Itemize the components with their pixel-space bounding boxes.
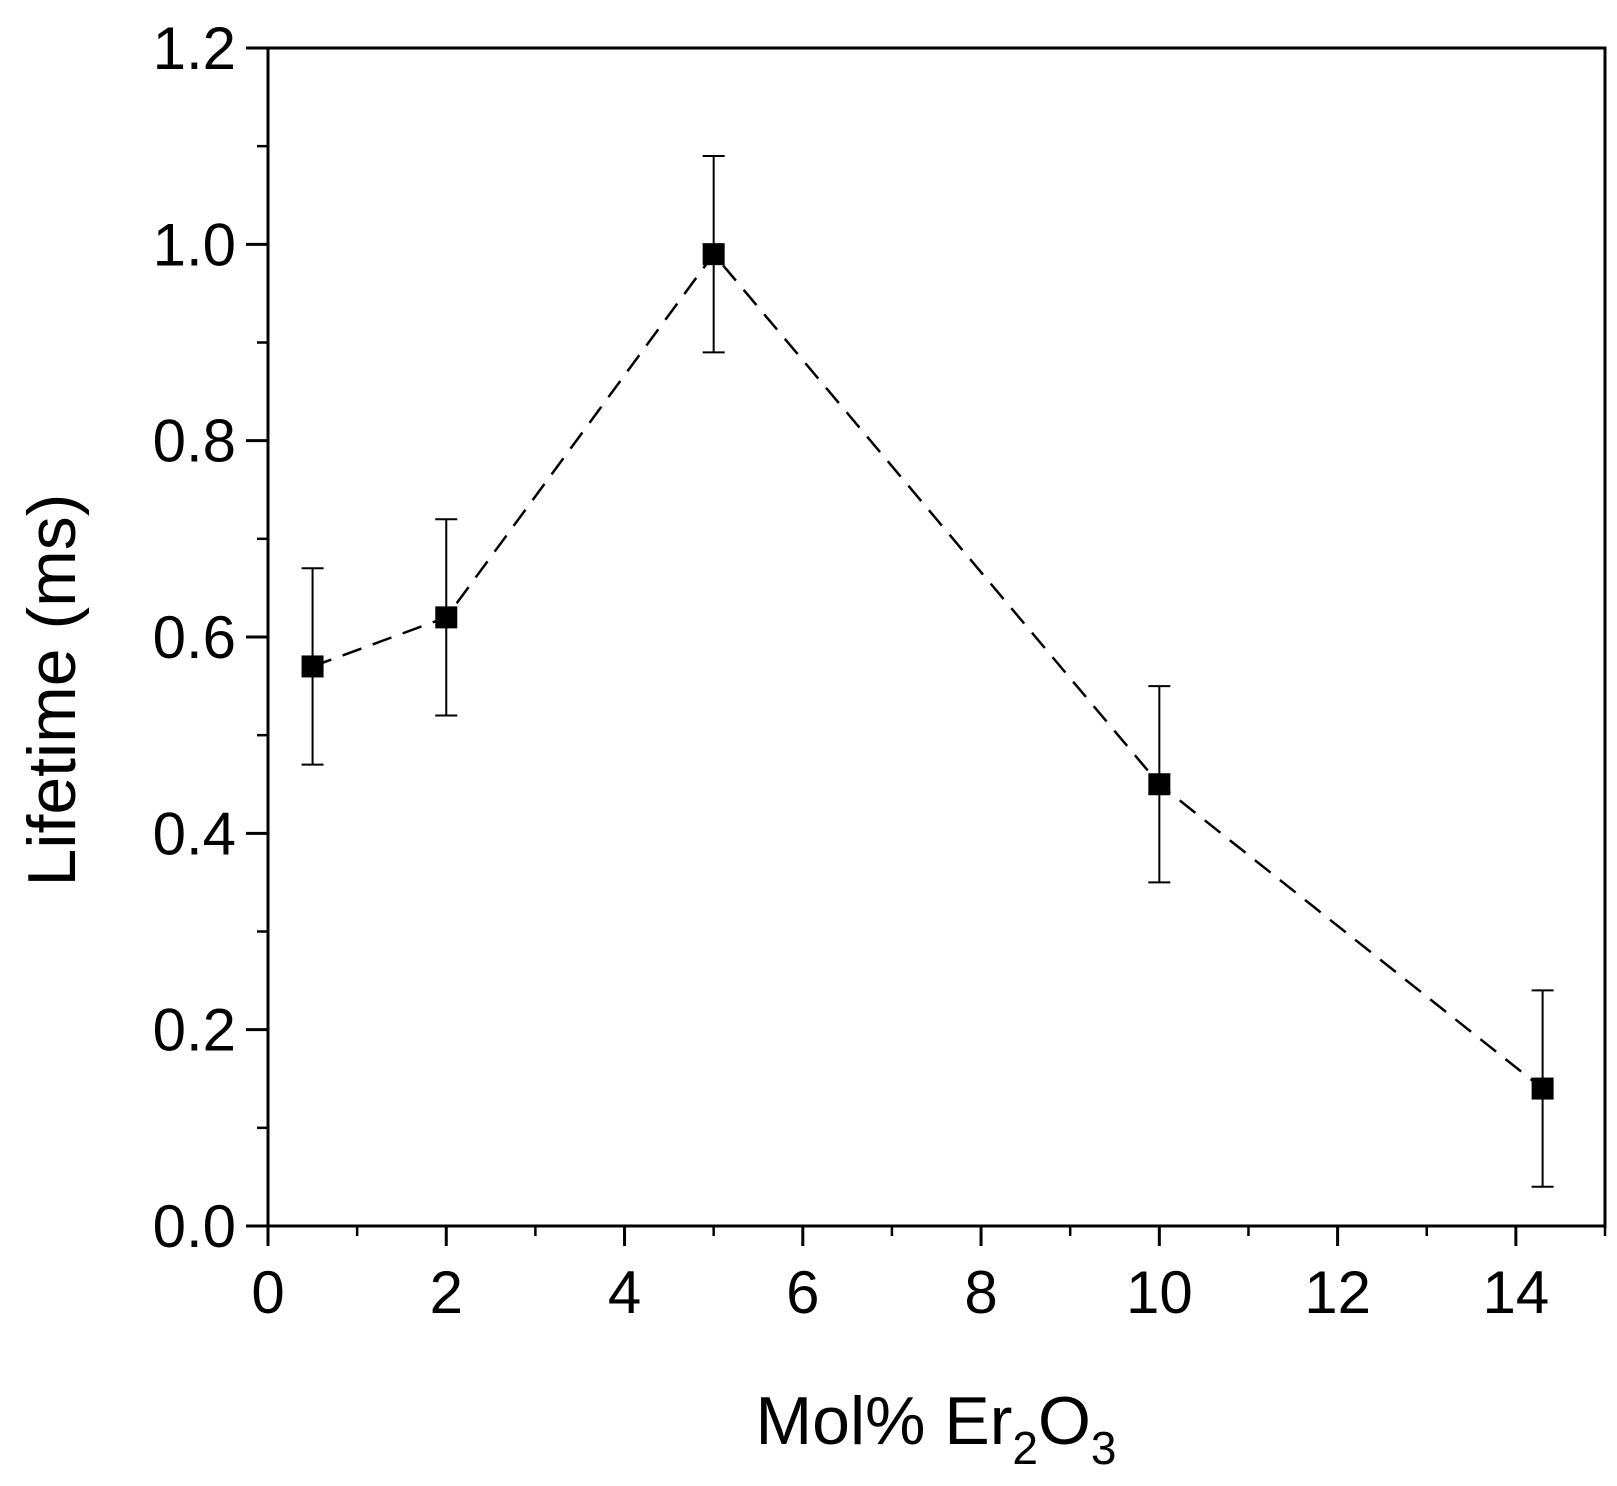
y-tick-label: 0.6 [153, 604, 236, 671]
y-tick-label: 0.4 [153, 800, 236, 867]
data-point [435, 606, 458, 629]
data-series [301, 154, 1554, 1188]
x-tick-label: 14 [1482, 1259, 1549, 1326]
series-line [312, 252, 1544, 1090]
tick-labels: 0 2 4 6 8 10 12 14 0.0 0.2 0.4 0.6 0.8 1.0 1.2 [153, 15, 1550, 1326]
y-axis-title: Lifetime (ms) [14, 494, 90, 887]
x-tick-label: 4 [608, 1259, 641, 1326]
y-tick-label: 1.2 [153, 15, 236, 82]
y-tick-label: 0.8 [153, 408, 236, 475]
x-axis-title-main: Mol% Er [755, 1383, 1012, 1459]
x-tick-label: 2 [430, 1259, 463, 1326]
x-tick-label: 6 [786, 1259, 819, 1326]
x-tick-label: 10 [1126, 1259, 1193, 1326]
data-point [702, 243, 725, 266]
x-axis-title-mid: O [1038, 1383, 1091, 1459]
y-tick-label: 0.0 [153, 1193, 236, 1260]
data-point [1148, 773, 1171, 796]
x-axis-title: Mol% Er2O3 [755, 1383, 1116, 1474]
axis-ticks [246, 46, 1607, 1246]
data-point [301, 655, 324, 678]
y-tick-label: 0.2 [153, 997, 236, 1064]
x-axis-title-sub1: 2 [1012, 1422, 1038, 1474]
data-point [1531, 1077, 1554, 1100]
x-tick-label: 0 [251, 1259, 284, 1326]
x-axis-title-sub2: 3 [1091, 1422, 1117, 1474]
x-tick-label: 8 [964, 1259, 997, 1326]
plot-frame [266, 46, 1607, 1228]
x-tick-label: 12 [1304, 1259, 1371, 1326]
y-tick-label: 1.0 [153, 211, 236, 278]
